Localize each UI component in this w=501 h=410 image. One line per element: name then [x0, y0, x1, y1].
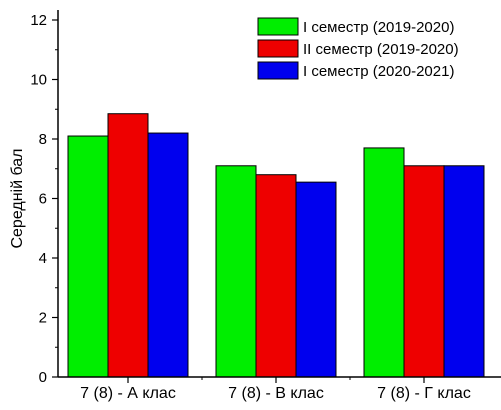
- bar-3-2: [295, 181, 337, 378]
- y-tick-label: 4: [39, 250, 47, 267]
- bar-1-2: [215, 165, 257, 378]
- axes: 0 2 4 6 8 10 12 7 (8) - А клас 7 (8) - В клас 7 (…: [9, 10, 501, 402]
- legend-swatch-1: [257, 17, 299, 36]
- y-tick-label: 6: [39, 191, 47, 208]
- legend-label-2: ІІ семестр (2019-2020): [303, 41, 459, 58]
- legend-swatch-3: [257, 61, 299, 80]
- legend: І семестр (2019-2020) ІІ семестр (2019-20…: [257, 17, 459, 80]
- legend-swatch-2: [257, 39, 299, 58]
- legend-label-3: І семестр (2020-2021): [303, 63, 454, 80]
- bars: [67, 113, 485, 378]
- x-tick-label: 7 (8) - А клас: [80, 385, 176, 402]
- y-tick-label: 0: [39, 369, 47, 386]
- bar-1-1: [67, 135, 109, 378]
- y-tick-label: 10: [30, 72, 47, 89]
- bar-1-3: [363, 147, 405, 378]
- x-tick-label: 7 (8) - Г клас: [377, 385, 471, 402]
- y-tick-label: 2: [39, 310, 47, 327]
- y-tick-label: 8: [39, 131, 47, 148]
- bar-2-1: [107, 113, 149, 378]
- bar-2-2: [255, 174, 297, 378]
- legend-label-1: І семестр (2019-2020): [303, 19, 454, 36]
- y-axis-title: Середній бал: [9, 148, 26, 248]
- y-tick-label: 12: [30, 12, 47, 29]
- bar-3-3: [443, 165, 485, 378]
- bar-3-1: [147, 132, 189, 378]
- bar-2-3: [403, 165, 445, 378]
- x-tick-label: 7 (8) - В клас: [228, 385, 324, 402]
